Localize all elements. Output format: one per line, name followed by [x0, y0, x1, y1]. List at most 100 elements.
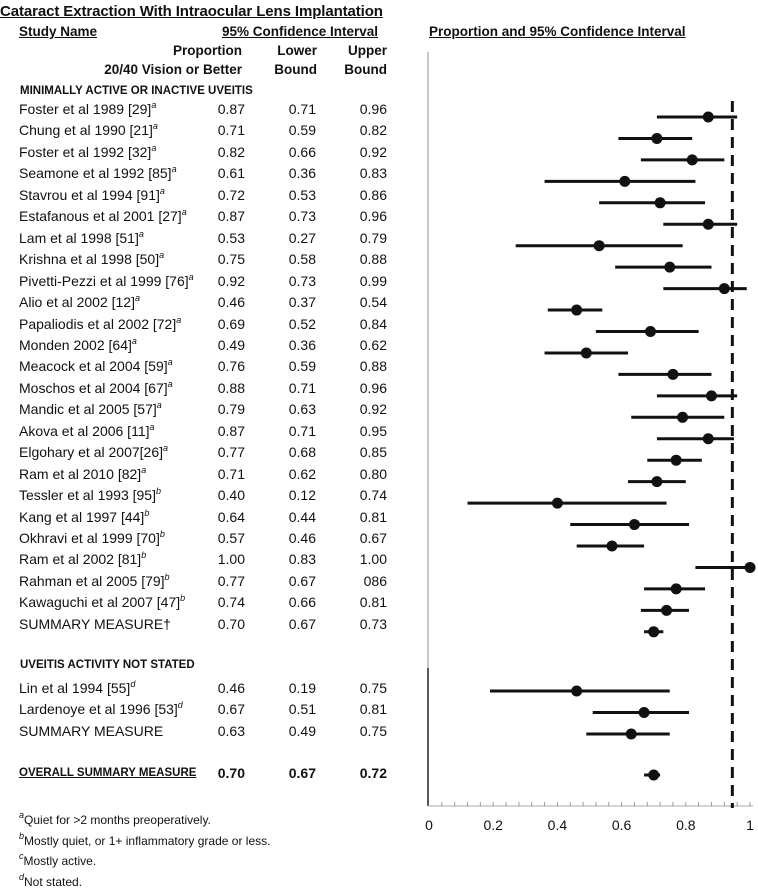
point-estimate: [606, 540, 618, 552]
col-study-name: Study Name: [19, 24, 98, 39]
footnote: cMostly active.: [19, 851, 97, 869]
study-name: Stavrou et al 1994 [91]a: [19, 185, 165, 203]
upper-bound-value: 086: [363, 572, 387, 589]
study-name: SUMMARY MEASURE†: [19, 615, 171, 632]
proportion-value: 0.69: [217, 315, 245, 332]
table-row: Lin et al 1994 [55]d 0.46 0.19 0.75: [0, 680, 400, 701]
upper-bound-value: 0.96: [359, 101, 387, 117]
point-estimate: [705, 390, 717, 402]
x-tick-label: 1: [746, 817, 754, 833]
proportion-value: 0.61: [217, 165, 245, 182]
footnote-marker: a: [151, 142, 157, 153]
table-row: Krishna et al 1998 [50]a 0.75 0.58 0.88: [0, 251, 400, 272]
footnote-marker: b: [159, 529, 165, 539]
lower-bound-value: 0.63: [288, 401, 316, 418]
point-estimate: [664, 261, 676, 273]
upper-bound-value: 0.81: [359, 508, 387, 525]
footnote-marker: a: [152, 121, 158, 132]
study-name: Lardenoye et al 1996 [53]d: [19, 700, 183, 718]
col-lower-line2: Bound: [274, 62, 317, 77]
proportion-value: 0.77: [217, 444, 245, 461]
upper-bound-value: 0.81: [359, 701, 387, 718]
col-ci-group: 95% Confidence Interval: [222, 24, 379, 39]
lower-bound-value: 0.53: [288, 186, 316, 203]
table-row: Rahman et al 2005 [79]b 0.77 0.67 086: [0, 571, 400, 594]
study-name: Lin et al 1994 [55]d: [19, 679, 136, 697]
lower-bound-value: 0.73: [288, 272, 316, 289]
proportion-value: 0.71: [217, 122, 245, 139]
lower-bound-value: 0.36: [288, 336, 316, 353]
proportion-value: 0.79: [217, 401, 245, 418]
study-name: Foster et al 1992 [32]a: [19, 142, 157, 160]
table-row: Lardenoye et al 1996 [53]d 0.67 0.51 0.81: [0, 701, 400, 722]
footnote-marker: a: [134, 293, 140, 304]
table-row: Ram et al 2002 [81]b 1.00 0.83 1.00: [0, 551, 400, 572]
plot-title: Proportion and 95% Confidence Interval: [429, 24, 686, 39]
col-proportion-line1: Proportion: [173, 43, 242, 58]
upper-bound-value: 0.92: [359, 143, 387, 160]
lower-bound-value: 0.68: [288, 444, 316, 461]
lower-bound-value: 0.66: [288, 594, 316, 611]
upper-bound-value: 0.88: [359, 358, 387, 375]
upper-bound-value: 0.92: [359, 401, 387, 418]
footnote-marker: a: [19, 810, 25, 820]
upper-bound-value: 0.73: [359, 615, 387, 632]
study-name: Estafanous et al 2001 [27]a: [19, 207, 187, 225]
proportion-value: 0.40: [217, 487, 245, 504]
proportion-value: 0.57: [217, 530, 245, 546]
x-tick-label: 0.2: [483, 817, 503, 833]
section-not-stated: UVEITIS ACTIVITY NOT STATED: [20, 659, 195, 671]
point-estimate: [648, 769, 660, 781]
proportion-value: 0.53: [217, 229, 245, 246]
point-estimate: [628, 519, 640, 531]
point-estimate: [644, 326, 656, 337]
footnote-marker: b: [141, 550, 147, 561]
table-row: Tessler et al 1993 [95]b 0.40 0.12 0.74: [0, 487, 400, 508]
study-name: SUMMARY MEASURE: [19, 722, 164, 739]
lower-bound-value: 0.52: [288, 315, 316, 332]
point-estimate: [654, 197, 666, 209]
table-row: Stavrou et al 1994 [91]a 0.72 0.53 0.86: [0, 185, 400, 208]
lower-bound-value: 0.36: [288, 165, 316, 182]
point-estimate: [580, 347, 592, 359]
point-estimate: [571, 304, 583, 316]
upper-bound-value: 0.96: [359, 379, 387, 396]
table-row: Mandic et al 2005 [57]a 0.79 0.63 0.92: [0, 401, 400, 422]
lower-bound-value: 0.67: [288, 615, 316, 632]
lower-bound-value: 0.62: [288, 465, 316, 482]
upper-bound-value: 0.82: [359, 122, 387, 139]
point-estimate: [702, 111, 714, 123]
col-upper-line2: Bound: [344, 62, 387, 77]
upper-bound-value: 0.86: [359, 186, 387, 203]
study-name: Alio et al 2002 [12]a: [19, 293, 140, 311]
proportion-value: 0.82: [217, 143, 245, 160]
study-name: Lam et al 1998 [51]a: [19, 228, 144, 246]
lower-bound-value: 0.51: [288, 701, 316, 718]
footnote: bMostly quiet, or 1+ inflammatory grade …: [19, 830, 271, 848]
footnote-marker: d: [130, 679, 136, 689]
lower-bound-value: 0.58: [288, 251, 316, 268]
proportion-value: 0.87: [217, 422, 245, 439]
footnote-marker: d: [177, 700, 183, 711]
lower-bound-value: 0.66: [288, 143, 316, 160]
upper-bound-value: 0.75: [359, 680, 387, 696]
point-estimate: [661, 604, 673, 616]
table-row: Kawaguchi et al 2007 [47]b 0.74 0.66 0.81: [0, 594, 400, 615]
study-name: Meacock et al 2004 [59]a: [19, 357, 173, 375]
study-name: Chung et al 1990 [21]a: [19, 121, 158, 139]
footnote-marker: a: [167, 357, 173, 368]
point-estimate: [638, 707, 650, 718]
footnote-marker: a: [141, 464, 147, 475]
footnote-marker: a: [163, 443, 169, 454]
table-row: Alio et al 2002 [12]a 0.46 0.37 0.54: [0, 294, 400, 315]
proportion-value: 0.71: [217, 465, 245, 482]
footnote-marker: a: [159, 250, 165, 261]
lower-bound-value: 0.46: [288, 530, 316, 546]
study-name: Rahman et al 2005 [79]b: [19, 571, 170, 589]
table-row: Okhravi et al 1999 [70]b 0.57 0.46 0.67: [0, 530, 400, 551]
footnote-marker: a: [159, 185, 165, 196]
proportion-value: 0.64: [217, 508, 245, 525]
footnote-marker: b: [144, 507, 150, 518]
upper-bound-value: 0.88: [359, 251, 387, 268]
x-tick-label: 0.4: [548, 817, 568, 833]
